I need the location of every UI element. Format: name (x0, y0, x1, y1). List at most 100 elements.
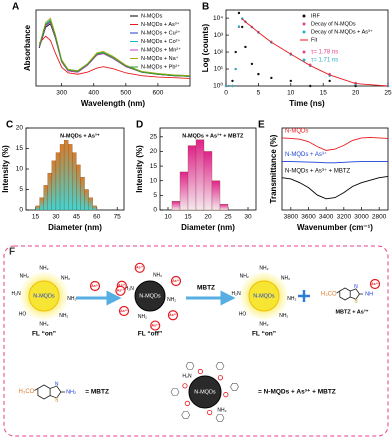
data-point (257, 72, 260, 76)
surface-group: H₂N (182, 373, 192, 379)
surface-group: NH₂ (240, 274, 249, 280)
ion (150, 320, 161, 331)
data-point (244, 45, 247, 49)
ion (369, 278, 381, 290)
x-tick-label: 30 (244, 214, 252, 221)
bar (84, 189, 89, 211)
panel-label: F (9, 247, 15, 258)
x-tick-label: 75 (114, 214, 122, 221)
x-tick-label: 600 (152, 90, 163, 97)
legend-marker (302, 30, 306, 34)
surface-group: NH₂ (259, 265, 268, 271)
benzene-ring (37, 384, 51, 400)
surface-group: HO (19, 311, 27, 317)
x-tick-label: 25 (384, 90, 392, 97)
x-axis-label: Diameter (nm) (48, 223, 102, 232)
data-point (241, 25, 244, 29)
particle-core (28, 280, 60, 312)
x-tick-label: 15 (320, 90, 328, 97)
x-tick-label: 3000 (354, 214, 369, 221)
bar (92, 205, 97, 211)
y-tick-label: 10 (16, 166, 24, 173)
surface-group: HO (239, 311, 247, 317)
data-point (234, 50, 237, 54)
surface-group: NH₂ (67, 296, 76, 302)
legend-label: N-MQDs + Cu²⁺ (141, 29, 181, 36)
x-axis-label: Wavelength (nm) (81, 99, 145, 108)
core-label: N-MQDs (139, 293, 161, 299)
x-tick-label: 0 (224, 90, 228, 97)
atom-label: S (55, 397, 59, 403)
benzene-ring (339, 287, 351, 301)
data-point (231, 84, 234, 88)
state-label: FL “on” (252, 331, 276, 338)
y-tick-label: 10 (150, 177, 158, 184)
legend-label: N-MQDs + Co²⁺ (141, 38, 181, 45)
x-axis-label: Wavenumber (cm⁻¹) (297, 223, 373, 232)
surface-group: NH₂ (279, 313, 288, 319)
x-tick-label: 500 (120, 90, 131, 97)
data-point (224, 84, 228, 88)
ion-label: As³⁺ (172, 279, 180, 283)
bar (35, 205, 40, 211)
legend-label: Decay of N-MQDs (311, 21, 356, 27)
x-axis-label: Diameter (nm) (181, 223, 235, 232)
bar (43, 185, 48, 211)
surface-group: NH₂ (259, 321, 268, 327)
series-line (281, 136, 389, 151)
surface-group: NH₂ (138, 314, 147, 320)
y-tick-label: 15 (16, 145, 24, 152)
ion-label: As³⁺ (371, 282, 379, 286)
panel-label: B (202, 2, 209, 13)
mbtz-mini (215, 414, 225, 422)
methoxy-label: H₃CO (19, 389, 35, 395)
ion-mini (207, 409, 213, 416)
bar (39, 197, 44, 211)
data-point (309, 84, 312, 88)
panel-f-frame (3, 245, 389, 437)
bar (187, 145, 197, 211)
y-tick-label: 25 (150, 134, 158, 141)
x-tick-label: 400 (88, 90, 99, 97)
mbtz-mini (181, 411, 191, 419)
surface-group: NH₂ (281, 275, 290, 281)
surface-group: NH₂ (153, 273, 162, 279)
atom-label: NH (365, 291, 373, 297)
ion (170, 275, 182, 287)
series-line (241, 18, 389, 87)
y-axis-label: Log (counts) (201, 23, 210, 72)
data-point (237, 11, 241, 15)
panel-label: D (136, 120, 143, 131)
panel-label: E (258, 120, 265, 131)
particle-core (248, 280, 280, 312)
panel-label: A (12, 2, 19, 13)
x-tick-label: 15 (184, 214, 192, 221)
ion (89, 280, 101, 292)
x-tick-label: 20 (352, 90, 360, 97)
y-tick-label: 15 (150, 163, 158, 170)
y-tick-label: 10⁴ (213, 15, 223, 22)
ion-mini (184, 400, 190, 406)
ion (134, 262, 145, 273)
annotation: N-MQDs + As³⁺ + MBTZ (182, 132, 244, 139)
ion-mini (197, 368, 203, 375)
annotation: τ= 1.78 ns (311, 50, 338, 56)
bar (203, 151, 213, 211)
legend-label: Fit (311, 37, 318, 43)
bar (47, 172, 53, 211)
surface-group: NH₂ (217, 407, 226, 413)
ion-mini (182, 383, 188, 389)
arrow-label: MBTZ (197, 285, 215, 292)
x-tick-label: 3400 (319, 214, 334, 221)
legend-marker (302, 22, 306, 26)
definition: = N-MQDs + As³⁺ + MBTZ (258, 389, 336, 396)
y-tick-label: 20 (150, 148, 158, 155)
y-tick-label: 10⁰ (213, 82, 223, 90)
legend-marker (302, 14, 306, 18)
data-point (250, 62, 254, 66)
mbtz-mini (185, 362, 195, 370)
series-label: N-MQDs + As³⁺ + MBTZ (285, 167, 351, 174)
legend-label: N-MQDs + Na⁺ (141, 55, 179, 62)
y-tick-label: 0 (19, 207, 23, 214)
